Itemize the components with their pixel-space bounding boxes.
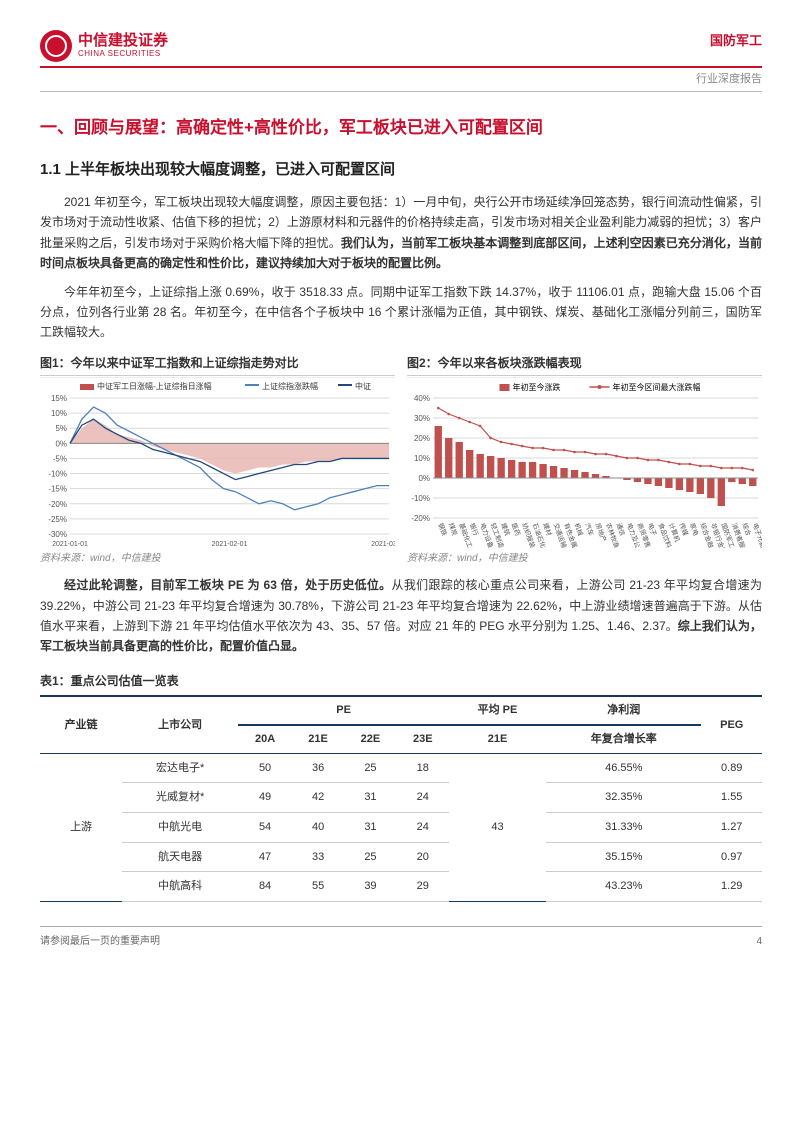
header-row: 中信建投证券 CHINA SECURITIES 国防军工 [40, 30, 762, 62]
svg-text:-20%: -20% [411, 514, 430, 523]
svg-text:-30%: -30% [48, 530, 67, 539]
svg-text:年初至今涨跌: 年初至今涨跌 [513, 382, 561, 392]
chart2-source: 资料来源：wind，中信建投 [407, 550, 762, 567]
sector-label: 国防军工 [710, 30, 762, 52]
svg-text:中证军工日涨幅-上证综指日涨幅: 中证军工日涨幅-上证综指日涨幅 [97, 381, 212, 391]
brand-name-cn: 中信建投证券 [78, 33, 168, 50]
chart2-canvas: 年初至今涨跌年初至今区间最大涨跌幅-20%-10%0%10%20%30%40%钢… [407, 377, 762, 548]
divider-red [40, 66, 762, 68]
svg-text:15%: 15% [51, 394, 67, 403]
svg-text:0%: 0% [418, 474, 430, 483]
svg-text:0%: 0% [55, 440, 67, 449]
report-type: 行业深度报告 [40, 70, 762, 89]
chart1-source: 资料来源：wind，中信建投 [40, 550, 395, 567]
heading-1: 一、回顾与展望：高确定性+高性价比，军工板块已进入可配置区间 [40, 114, 762, 143]
paragraph-1: 2021 年初至今，军工板块出现较大幅度调整，原因主要包括：1）一月中旬，央行公… [40, 192, 762, 274]
valuation-table: 产业链上市公司PE平均 PE净利润PEG20A21E22E23E21E年复合增长… [40, 695, 762, 902]
svg-text:5%: 5% [55, 424, 67, 433]
svg-text:2021-02-01: 2021-02-01 [212, 541, 248, 548]
chart1-title: 图1：今年以来中证军工指数和上证综指走势对比 [40, 353, 395, 376]
paragraph-3: 经过此轮调整，目前军工板块 PE 为 63 倍，处于历史低位。从我们跟踪的核心重… [40, 575, 762, 657]
svg-text:10%: 10% [414, 454, 430, 463]
divider-grey [40, 91, 762, 92]
svg-text:20%: 20% [414, 434, 430, 443]
svg-text:年初至今区间最大涨跌幅: 年初至今区间最大涨跌幅 [613, 382, 701, 392]
footer: 请参阅最后一页的重要声明 4 [40, 926, 762, 950]
footer-page-number: 4 [756, 933, 762, 950]
svg-text:40%: 40% [414, 394, 430, 403]
svg-text:电子元器件: 电子元器件 [751, 522, 762, 548]
p3a-bold: 经过此轮调整，目前军工板块 PE 为 63 倍，处于历史低位。 [64, 578, 392, 592]
svg-text:上证综指涨跌幅: 上证综指涨跌幅 [262, 381, 318, 391]
svg-text:30%: 30% [414, 414, 430, 423]
svg-text:中证: 中证 [355, 381, 371, 391]
chart1-box: 图1：今年以来中证军工指数和上证综指走势对比 中证军工日涨幅-上证综指日涨幅 上证… [40, 353, 395, 567]
svg-text:-15%: -15% [48, 485, 67, 494]
chart1-canvas: 中证军工日涨幅-上证综指日涨幅 上证综指涨跌幅 中证 -30% -25% -20% -15%… [40, 377, 395, 548]
brand-name-en: CHINA SECURITIES [78, 50, 168, 59]
svg-text:-20%: -20% [48, 500, 67, 509]
chart2-title: 图2：今年以来各板块涨跌幅表现 [407, 353, 762, 376]
paragraph-2: 今年年初至今，上证综指上涨 0.69%，收于 3518.33 点。同期中证军工指… [40, 282, 762, 343]
brand-logo: 中信建投证券 CHINA SECURITIES [40, 30, 168, 62]
svg-text:-10%: -10% [48, 470, 67, 479]
footer-disclaimer: 请参阅最后一页的重要声明 [40, 933, 160, 950]
chart2-box: 图2：今年以来各板块涨跌幅表现 年初至今涨跌 年初至今区间最大涨跌幅 -20% -10… [407, 353, 762, 567]
svg-text:10%: 10% [51, 409, 67, 418]
table-title: 表1：重点公司估值一览表 [40, 671, 762, 691]
svg-text:2021-03-01: 2021-03-01 [371, 541, 395, 548]
svg-text:-5%: -5% [53, 455, 67, 464]
logo-icon [40, 30, 72, 62]
svg-text:-25%: -25% [48, 515, 67, 524]
heading-2: 1.1 上半年板块出现较大幅度调整，已进入可配置区间 [40, 157, 762, 183]
svg-text:-10%: -10% [411, 494, 430, 503]
svg-text:2021-01-01: 2021-01-01 [52, 541, 88, 548]
